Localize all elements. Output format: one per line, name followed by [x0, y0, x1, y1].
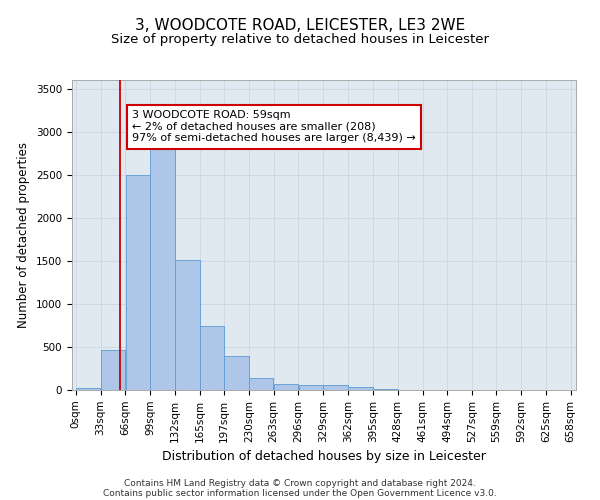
Bar — [224, 356, 248, 390]
Bar — [348, 388, 373, 390]
Y-axis label: Number of detached properties: Number of detached properties — [17, 142, 31, 328]
X-axis label: Distribution of detached houses by size in Leicester: Distribution of detached houses by size … — [162, 450, 486, 463]
Bar — [101, 350, 125, 390]
Bar — [249, 378, 274, 390]
Bar — [373, 388, 398, 390]
Bar — [125, 174, 150, 390]
Text: 3, WOODCOTE ROAD, LEICESTER, LE3 2WE: 3, WOODCOTE ROAD, LEICESTER, LE3 2WE — [135, 18, 465, 32]
Bar — [274, 384, 298, 390]
Text: Size of property relative to detached houses in Leicester: Size of property relative to detached ho… — [111, 32, 489, 46]
Bar — [175, 260, 200, 390]
Bar — [323, 386, 348, 390]
Bar — [299, 386, 323, 390]
Text: Contains public sector information licensed under the Open Government Licence v3: Contains public sector information licen… — [103, 488, 497, 498]
Bar — [200, 326, 224, 390]
Text: Contains HM Land Registry data © Crown copyright and database right 2024.: Contains HM Land Registry data © Crown c… — [124, 478, 476, 488]
Bar — [151, 149, 175, 390]
Bar — [76, 388, 100, 390]
Text: 3 WOODCOTE ROAD: 59sqm
← 2% of detached houses are smaller (208)
97% of semi-det: 3 WOODCOTE ROAD: 59sqm ← 2% of detached … — [132, 110, 416, 144]
